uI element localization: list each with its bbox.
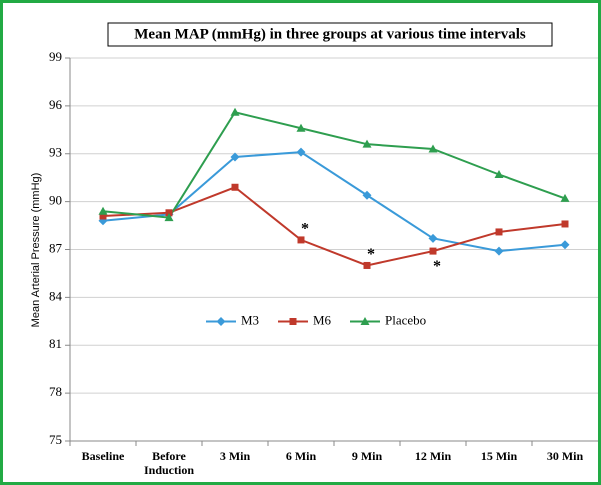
data-point — [494, 169, 504, 178]
y-tick-label: 96 — [49, 97, 63, 112]
data-point — [296, 123, 306, 132]
y-tick-label: 90 — [49, 193, 62, 208]
y-tick-label: 93 — [49, 145, 62, 160]
data-point — [428, 144, 438, 153]
annotation: * — [367, 246, 375, 263]
legend-label: M6 — [313, 312, 332, 327]
x-tick-label: 9 Min — [352, 449, 383, 463]
data-point — [98, 206, 108, 215]
data-point — [495, 228, 503, 236]
chart-title: Mean MAP (mmHg) in three groups at vario… — [134, 26, 526, 42]
x-tick-label: 30 Min — [547, 449, 584, 463]
legend-marker — [216, 317, 226, 326]
x-tick-label: 12 Min — [415, 449, 452, 463]
y-axis-label: Mean Arterial Pressure (mmHg) — [30, 173, 42, 328]
data-point — [560, 240, 570, 250]
x-tick-label: 15 Min — [481, 449, 518, 463]
data-point — [429, 247, 437, 255]
data-point — [362, 139, 372, 148]
series-line — [102, 186, 566, 267]
data-point — [363, 261, 371, 269]
data-point — [561, 220, 569, 228]
data-point — [99, 212, 107, 220]
x-tick-label: Before Induction — [144, 449, 194, 477]
legend-marker — [289, 318, 297, 325]
data-point — [297, 236, 305, 244]
data-point — [428, 233, 438, 243]
annotation: * — [301, 221, 309, 238]
series-line — [102, 151, 566, 253]
data-point — [296, 147, 306, 157]
legend-label: Placebo — [385, 312, 426, 327]
y-tick-label: 81 — [49, 336, 62, 351]
y-tick-label: 78 — [49, 384, 62, 399]
y-tick-label: 84 — [49, 288, 63, 303]
data-point — [362, 190, 372, 200]
data-point — [230, 152, 240, 162]
legend-label: M3 — [241, 312, 259, 327]
x-tick-label: 6 Min — [286, 449, 317, 463]
data-point — [230, 107, 240, 116]
data-point — [164, 213, 174, 222]
x-tick-label: Baseline — [82, 449, 125, 463]
data-point — [560, 193, 570, 202]
y-tick-label: 75 — [49, 432, 62, 447]
legend-marker — [360, 317, 370, 325]
y-tick-label: 87 — [49, 240, 63, 255]
series-line — [102, 111, 566, 219]
data-point — [165, 209, 173, 217]
title-box — [107, 22, 553, 47]
data-point — [494, 246, 504, 256]
annotation: * — [433, 258, 441, 275]
y-tick-label: 99 — [49, 49, 62, 64]
x-tick-label: 3 Min — [220, 449, 251, 463]
data-point — [231, 183, 239, 191]
